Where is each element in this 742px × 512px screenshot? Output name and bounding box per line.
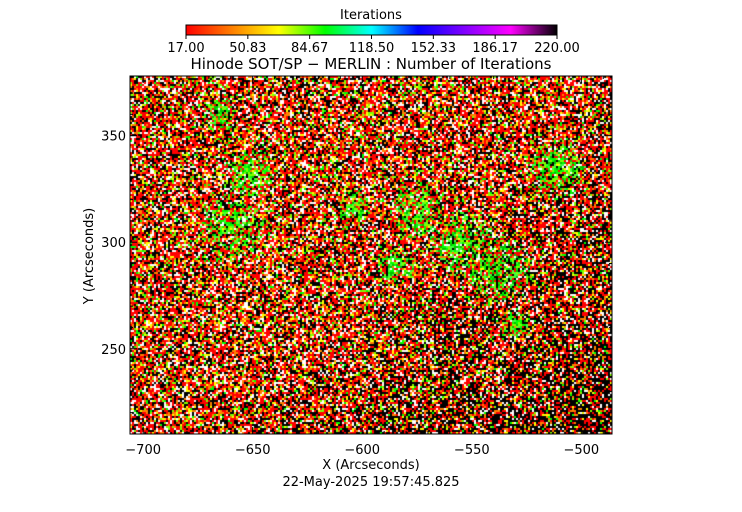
colorbar-tick-label: 50.83 <box>229 41 266 56</box>
colorbar-tick-label: 84.67 <box>291 41 328 56</box>
x-tick-label: −650 <box>235 443 271 458</box>
colorbar-tick-label: 220.00 <box>534 41 580 56</box>
colorbar-tick-label: 186.17 <box>472 41 518 56</box>
x-axis: −700 −650 −600 −550 −500 <box>125 76 604 458</box>
y-axis-label: Y (Arcseconds) <box>82 208 97 305</box>
timestamp-label: 22-May-2025 19:57:45.825 <box>282 475 459 490</box>
chart-title: Hinode SOT/SP − MERLIN : Number of Itera… <box>191 55 552 73</box>
colorbar-tick-label: 17.00 <box>167 41 204 56</box>
x-tick-label: −700 <box>125 443 161 458</box>
colorbar <box>185 24 558 36</box>
x-tick-label: −550 <box>454 443 490 458</box>
x-axis-label: X (Arcseconds) <box>322 458 419 473</box>
plot-frame <box>129 75 613 435</box>
colorbar-ticks: 17.00 50.83 84.67 118.50 152.33 186.17 220.00 <box>167 35 580 56</box>
colorbar-title: Iterations <box>340 8 402 23</box>
y-axis: 250 300 350 <box>101 92 612 414</box>
colorbar-tick-label: 152.33 <box>411 41 457 56</box>
colorbar-tick-label: 118.50 <box>349 41 395 56</box>
iterations-heatmap-image <box>130 76 612 434</box>
y-tick-label: 350 <box>101 130 126 145</box>
x-tick-label: −600 <box>344 443 380 458</box>
x-tick-label: −500 <box>563 443 599 458</box>
y-tick-label: 300 <box>101 236 126 251</box>
y-tick-label: 250 <box>101 343 126 358</box>
